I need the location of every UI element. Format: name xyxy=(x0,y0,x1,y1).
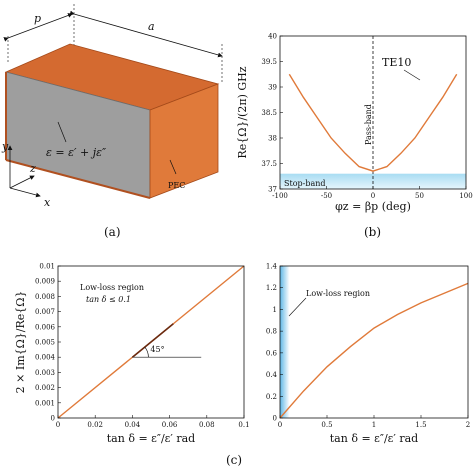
low-loss-band xyxy=(280,266,290,418)
b-ytick-label: 39 xyxy=(268,84,277,92)
b-ytick-label: 39.5 xyxy=(261,58,277,66)
tick-group-c-right: 0 0.5 1 1.5 2 0 0.2 0.4 0.6 0.8 1 1.2 1.4 xyxy=(266,263,470,430)
stopband-label: Stop-band xyxy=(284,179,326,188)
te10-pointer xyxy=(403,69,421,81)
cl-ytick-label: 0.006 xyxy=(35,323,56,331)
cl-xtick-label: 0.08 xyxy=(199,421,215,429)
panel-b: Pass-band Stop-band TE10 -100 -50 0 50 100 37… xyxy=(236,33,473,240)
b-ytick-label: 37.5 xyxy=(261,160,277,168)
box-bottom-edge xyxy=(5,159,151,199)
epsilon-pointer xyxy=(57,121,67,143)
cl-ytick-label: 0.002 xyxy=(35,384,55,392)
xlabel-c-left: tan δ = ε″/ε′ rad xyxy=(107,432,195,445)
panel-c-left: 45° Low-loss region tan δ ≤ 0.1 0 0.02 0.0… xyxy=(14,263,250,446)
cl-xtick-label: 0.1 xyxy=(238,421,249,429)
box-side-face xyxy=(149,83,219,199)
b-xtick-label: 0 xyxy=(371,192,375,200)
cr-ytick-label: 0.8 xyxy=(266,328,277,336)
cr-xtick-label: 1 xyxy=(372,421,376,429)
cl-ytick-label: 0 xyxy=(51,415,55,423)
b-ytick-label: 38 xyxy=(268,135,277,143)
cr-xtick-label: 0.5 xyxy=(321,421,332,429)
axis-z-label: z xyxy=(29,162,36,175)
cr-ytick-label: 0.2 xyxy=(266,393,277,401)
cr-ytick-label: 0.6 xyxy=(266,349,278,357)
cr-xtick-label: 1.5 xyxy=(415,421,426,429)
right-annotation: Low-loss region xyxy=(306,289,370,298)
left-condition: tan δ ≤ 0.1 xyxy=(86,295,131,304)
cr-ytick-label: 1.2 xyxy=(266,284,277,292)
label-p: p xyxy=(34,12,41,25)
b-ytick-label: 38.5 xyxy=(261,109,277,117)
cl-xtick-label: 0.04 xyxy=(125,421,141,429)
tick-group-c-left: 0 0.02 0.04 0.06 0.08 0.1 0 0.001 0.002 0.003 0.00… xyxy=(35,263,250,430)
te10-curve xyxy=(288,73,458,172)
caption-c: (c) xyxy=(226,453,242,467)
axis-z-arrow xyxy=(9,175,35,189)
pec-label: PEC xyxy=(168,181,185,190)
passband-label: Pass-band xyxy=(364,104,373,145)
cl-ytick-label: 0.007 xyxy=(35,308,55,316)
cl-ytick-label: 0.005 xyxy=(35,339,55,347)
axis-x-label: x xyxy=(44,196,51,209)
angle-arc xyxy=(144,346,149,358)
caption-a: (a) xyxy=(104,225,121,239)
cl-xtick-label: 0.02 xyxy=(87,421,103,429)
cr-ytick-label: 1 xyxy=(273,306,277,314)
xlabel-c-right: tan δ = ε″/ε′ rad xyxy=(330,432,418,445)
cr-ytick-label: 0.4 xyxy=(266,371,278,379)
b-ytick-label: 40 xyxy=(268,33,277,41)
left-annotation: Low-loss region xyxy=(80,283,144,292)
cl-ytick-label: 0.001 xyxy=(35,399,55,407)
cl-ytick-label: 0.003 xyxy=(35,369,55,377)
pec-pointer xyxy=(169,159,177,175)
b-xtick-label: 100 xyxy=(459,192,472,200)
loss-curve-right xyxy=(279,282,469,419)
cl-ytick-label: 0.008 xyxy=(35,293,55,301)
tick-group-b: -100 -50 0 50 100 37 37.5 38 38.5 39 39.5 40 xyxy=(261,33,472,201)
dim-p-arrow xyxy=(3,13,73,42)
angle-label: 45° xyxy=(150,345,164,354)
cr-ytick-label: 0 xyxy=(273,415,277,423)
b-xtick-label: -100 xyxy=(272,192,288,200)
b-xtick-label: 50 xyxy=(415,192,424,200)
te10-label: TE10 xyxy=(382,56,411,69)
axis-x-arrow xyxy=(9,187,41,198)
ylabel-b: Re{Ω}/(2π) GHz xyxy=(236,66,249,158)
b-ytick-label: 37 xyxy=(268,186,277,194)
cl-ytick-label: 0.01 xyxy=(39,263,55,271)
caption-b: (b) xyxy=(364,225,381,239)
cr-xtick-label: 2 xyxy=(466,421,470,429)
ylabel-c-left: 2 × Im{Ω}/Re{Ω} xyxy=(14,291,27,394)
cr-xtick-label: 0 xyxy=(278,421,282,429)
panel-a: p a ε = ε′ + jε″ PEC y z x (a) xyxy=(1,4,223,239)
cl-xtick-label: 0.06 xyxy=(162,421,178,429)
dim-a-arrow xyxy=(69,10,223,58)
cr-ytick-label: 1.4 xyxy=(266,263,278,271)
cl-ytick-label: 0.009 xyxy=(35,278,55,286)
cl-xtick-label: 0 xyxy=(56,421,60,429)
slope-highlight xyxy=(131,323,174,358)
panel-c-right: Low-loss region 0 0.5 1 1.5 2 0 0.2 0.4 0.6 0.8 1 1… xyxy=(266,263,470,446)
axis-y-label: y xyxy=(1,140,9,153)
label-a: a xyxy=(148,20,155,33)
cl-ytick-label: 0.004 xyxy=(35,354,56,362)
epsilon-label: ε = ε′ + jε″ xyxy=(46,146,107,159)
right-annotation-pointer xyxy=(288,297,307,317)
b-xtick-label: -50 xyxy=(321,192,332,200)
xlabel-b: φz = βp (deg) xyxy=(335,200,411,213)
